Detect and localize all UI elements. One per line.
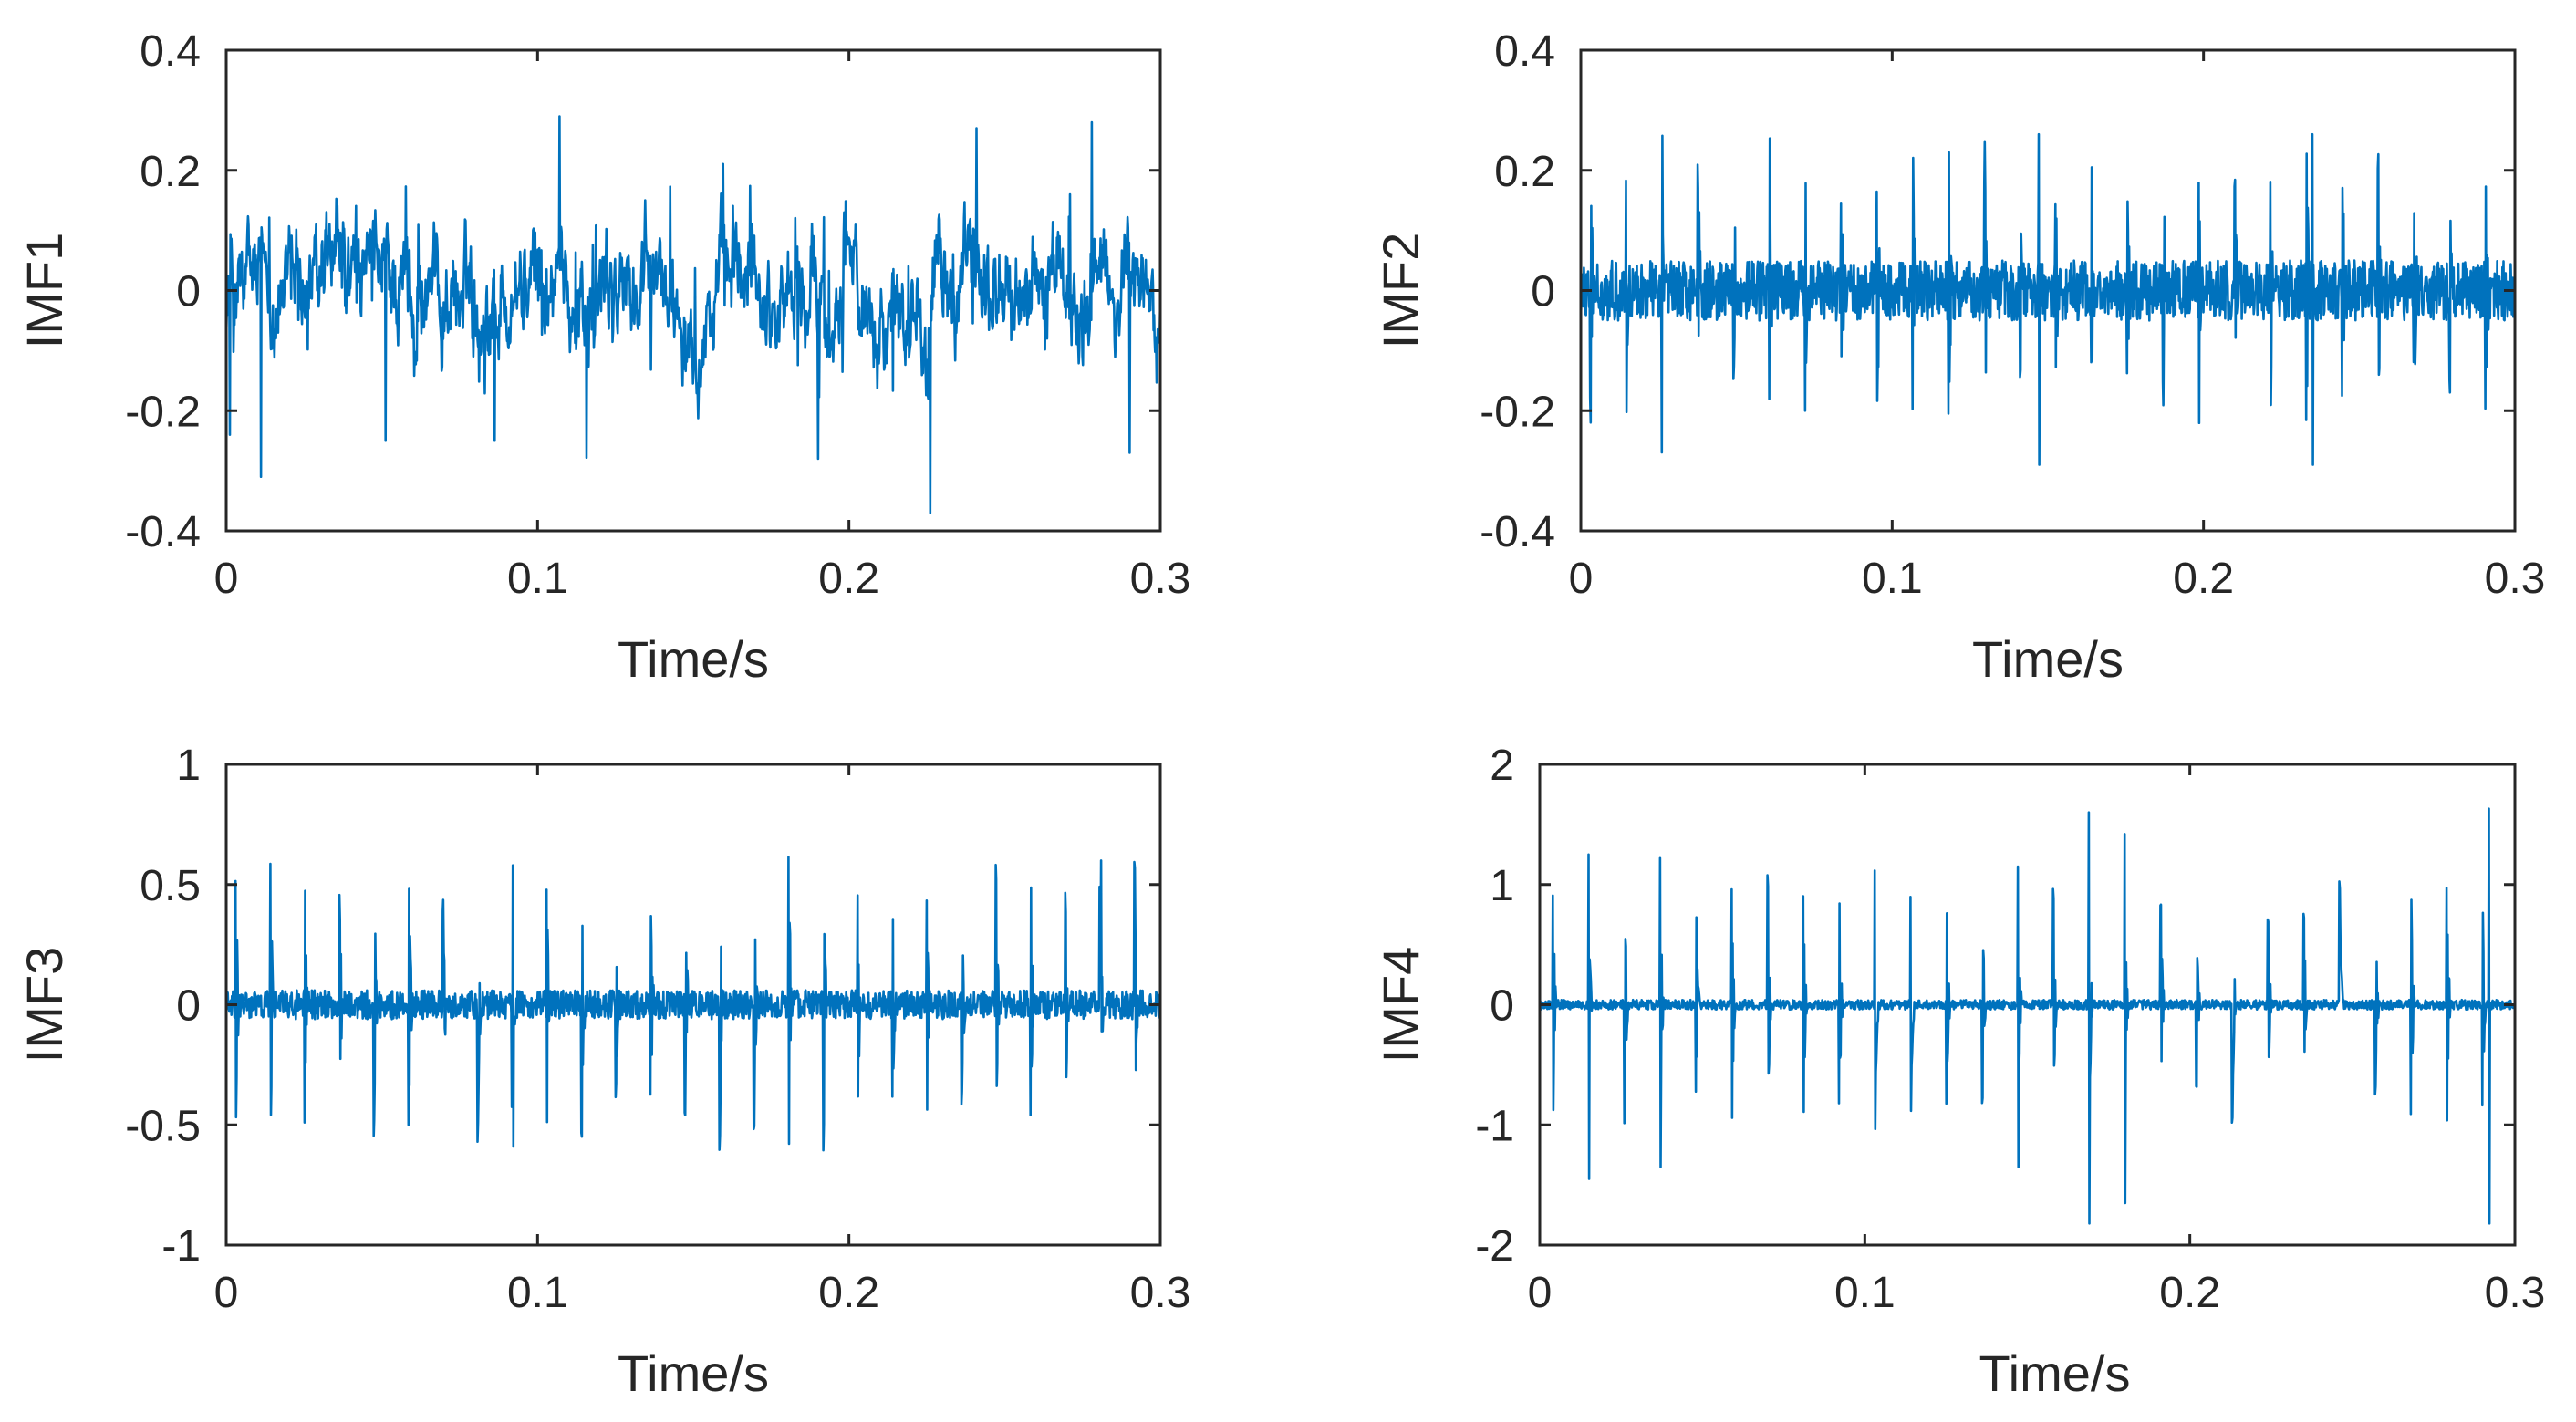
x-tick-label: 0 xyxy=(1528,1269,1553,1317)
x-axis-title: Time/s xyxy=(618,630,769,688)
y-tick-label: -1 xyxy=(1475,1102,1514,1150)
series-line-imf3 xyxy=(226,856,1160,1152)
y-tick-label: 1 xyxy=(176,742,201,790)
y-tick-label: -0.2 xyxy=(125,388,201,436)
x-tick-label: 0 xyxy=(1569,555,1594,603)
y-axis-title: IMF4 xyxy=(1372,947,1429,1064)
x-axis-title: Time/s xyxy=(618,1344,769,1402)
y-tick-label: -0.5 xyxy=(125,1102,201,1150)
subplot-imf2: 0 0.1 0.2 0.3 0.4 0.2 0 -0.2 -0.4 Time/s IMF2 xyxy=(1372,27,2545,688)
series-line-imf4 xyxy=(1540,807,2515,1225)
y-tick-label: -0.4 xyxy=(1480,508,1555,556)
y-tick-label: -2 xyxy=(1475,1222,1514,1271)
y-tick-label: -0.4 xyxy=(125,508,201,556)
subplot-imf3: 0 0.1 0.2 0.3 1 0.5 0 -0.5 -1 Time/s IMF3 xyxy=(16,742,1190,1402)
y-tick-label: 0 xyxy=(1531,268,1555,317)
y-tick-label: 0 xyxy=(176,982,201,1031)
x-tick-label: 0.2 xyxy=(818,555,879,603)
series-line-imf1 xyxy=(226,115,1160,514)
y-tick-label: -0.2 xyxy=(1480,388,1555,436)
y-axis-title: IMF2 xyxy=(1372,233,1429,349)
subplot-imf1: 0 0.1 0.2 0.3 0.4 0.2 0 -0.2 -0.4 Time/s IMF1 xyxy=(16,27,1190,688)
x-tick-label: 0 xyxy=(214,555,239,603)
y-tick-label: -1 xyxy=(161,1222,201,1271)
x-axis-title: Time/s xyxy=(1972,630,2124,688)
y-tick-label: 0 xyxy=(1490,982,1514,1031)
x-axis-title: Time/s xyxy=(1979,1344,2131,1402)
x-tick-label: 0.3 xyxy=(2485,555,2546,603)
x-tick-label: 0.3 xyxy=(2485,1269,2546,1317)
y-tick-label: 0 xyxy=(176,268,201,317)
x-tick-label: 0 xyxy=(214,1269,239,1317)
series-line-imf2 xyxy=(1581,132,2515,466)
y-axis-title: IMF1 xyxy=(16,233,73,349)
y-axis-title: IMF3 xyxy=(16,947,73,1064)
x-tick-label: 0.2 xyxy=(2159,1269,2220,1317)
x-tick-label: 0.2 xyxy=(2173,555,2234,603)
subplot-imf4: 0 0.1 0.2 0.3 2 1 0 -1 -2 Time/s IMF4 xyxy=(1372,742,2545,1402)
y-tick-label: 0.2 xyxy=(1494,148,1555,196)
x-tick-label: 0.1 xyxy=(507,555,568,603)
y-tick-label: 2 xyxy=(1490,742,1514,790)
y-tick-label: 0.5 xyxy=(140,862,201,910)
x-tick-label: 0.2 xyxy=(818,1269,879,1317)
y-tick-label: 0.4 xyxy=(140,27,201,76)
y-tick-label: 0.2 xyxy=(140,148,201,196)
x-tick-label: 0.3 xyxy=(1130,555,1191,603)
x-tick-label: 0.1 xyxy=(1862,555,1923,603)
x-tick-label: 0.1 xyxy=(507,1269,568,1317)
y-tick-label: 0.4 xyxy=(1494,27,1555,76)
x-tick-label: 0.3 xyxy=(1130,1269,1191,1317)
y-tick-label: 1 xyxy=(1490,862,1514,910)
x-tick-label: 0.1 xyxy=(1834,1269,1896,1317)
